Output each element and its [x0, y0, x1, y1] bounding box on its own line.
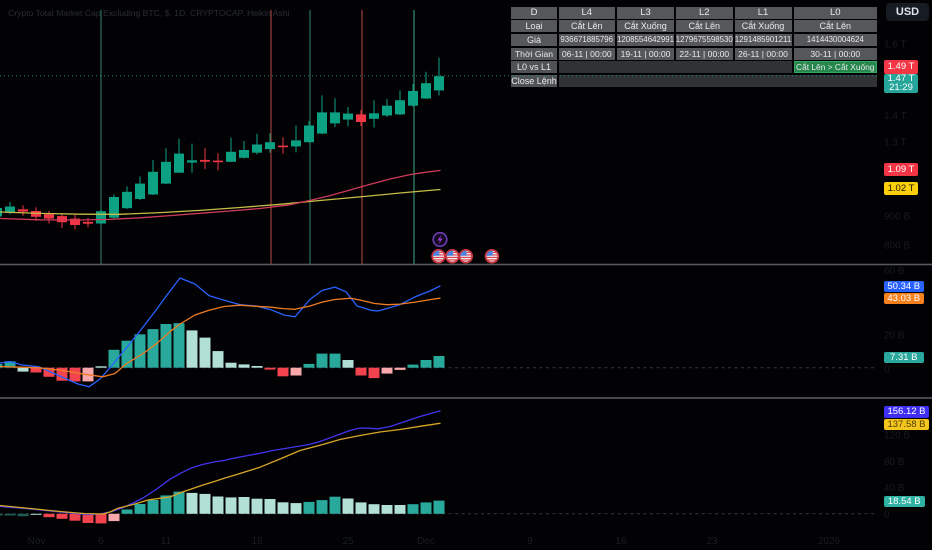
svg-text:Dec: Dec: [417, 536, 435, 547]
svg-text:25: 25: [342, 536, 354, 547]
svg-text:40 B: 40 B: [884, 483, 905, 494]
svg-text:0: 0: [884, 365, 890, 376]
svg-text:80 B: 80 B: [884, 457, 905, 468]
svg-text:6: 6: [98, 536, 104, 547]
svg-text:11: 11: [161, 536, 172, 547]
svg-text:1.3 T: 1.3 T: [884, 138, 907, 149]
svg-text:1.4 T: 1.4 T: [884, 111, 907, 122]
svg-text:9: 9: [527, 536, 533, 547]
svg-text:800 B: 800 B: [884, 241, 910, 252]
svg-text:0: 0: [884, 509, 890, 520]
svg-text:60 B: 60 B: [884, 266, 905, 277]
svg-text:23: 23: [706, 536, 718, 547]
svg-text:2026: 2026: [818, 536, 841, 547]
svg-text:1.6 T: 1.6 T: [884, 40, 907, 51]
svg-text:900 B: 900 B: [884, 212, 910, 223]
svg-text:Nov: Nov: [28, 536, 46, 547]
svg-text:16: 16: [615, 536, 627, 547]
svg-text:120 B: 120 B: [884, 431, 910, 442]
svg-text:18: 18: [251, 536, 263, 547]
svg-text:20 B: 20 B: [884, 331, 905, 342]
